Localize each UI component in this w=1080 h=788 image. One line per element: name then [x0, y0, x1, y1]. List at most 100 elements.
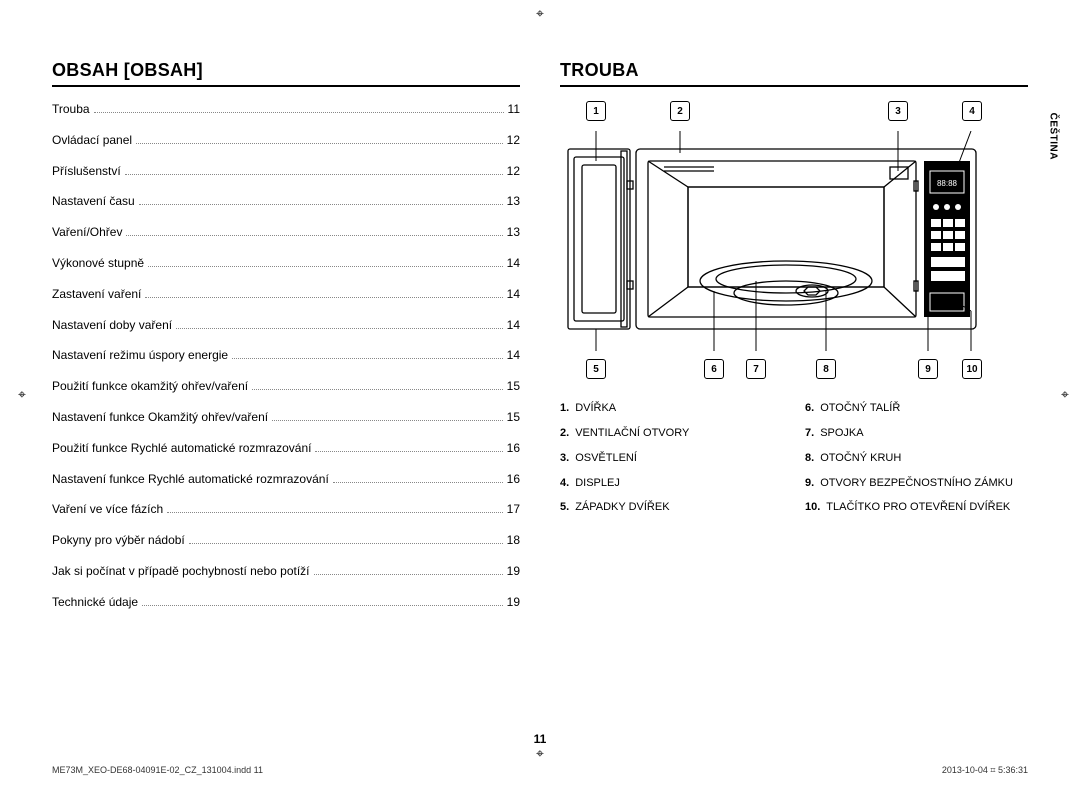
legend-right-col: 6. OTOČNÝ TALÍŘ 7. SPOJKA 8.OTOČNÝ KRUH 9. OTV…: [805, 401, 1028, 525]
toc-leader-dots: [232, 358, 503, 359]
callout-number: 5: [586, 359, 606, 379]
toc-label: Vaření/Ohřev: [52, 224, 122, 241]
toc-label: Pokyny pro výběr nádobí: [52, 532, 185, 549]
svg-text:88:88: 88:88: [937, 179, 958, 188]
legend-text: TLAČÍTKO PRO OTEVŘENÍ DVÍŘEK: [826, 500, 1010, 515]
toc-row: Trouba 11: [52, 101, 520, 118]
legend-text: ZÁPADKY DVÍŘEK: [575, 500, 669, 515]
toc-page-number: 13: [507, 193, 520, 210]
legend-number: 9.: [805, 476, 814, 491]
legend-number: 1.: [560, 401, 569, 416]
toc-leader-dots: [176, 328, 503, 329]
legend-number: 2.: [560, 426, 569, 441]
callout-number: 10: [962, 359, 982, 379]
legend-left-col: 1.DVÍŘKA 2. VENTILAČNÍ OTVORY 3. OSVĚTLENÍ 4.…: [560, 401, 783, 525]
toc-page-number: 14: [507, 347, 520, 364]
legend-item: 1.DVÍŘKA: [560, 401, 783, 416]
toc-row: Nastavení času 13: [52, 193, 520, 210]
legend-item: 10.TLAČÍTKO PRO OTEVŘENÍ DVÍŘEK: [805, 500, 1028, 515]
toc-leader-dots: [142, 605, 503, 606]
legend-text: VENTILAČNÍ OTVORY: [575, 426, 689, 441]
toc-page-number: 15: [507, 409, 520, 426]
toc-row: Vaření/Ohřev 13: [52, 224, 520, 241]
toc-label: Nastavení doby vaření: [52, 317, 172, 334]
legend-item: 3. OSVĚTLENÍ: [560, 451, 783, 466]
toc-leader-dots: [189, 543, 503, 544]
toc-row: Vaření ve více fázích17: [52, 501, 520, 518]
toc-row: Pokyny pro výběr nádobí 18: [52, 532, 520, 549]
crop-mark-icon: ⌖: [533, 746, 547, 760]
legend-number: 7.: [805, 426, 814, 441]
toc-leader-dots: [136, 143, 503, 144]
toc-page-number: 16: [507, 471, 520, 488]
legend-item: 8.OTOČNÝ KRUH: [805, 451, 1028, 466]
toc-leader-dots: [333, 482, 503, 483]
legend-item: 5. ZÁPADKY DVÍŘEK: [560, 500, 783, 515]
callout-number: 4: [962, 101, 982, 121]
toc-label: Příslušenství: [52, 163, 121, 180]
legend-item: 7. SPOJKA: [805, 426, 1028, 441]
callout-number: 3: [888, 101, 908, 121]
legend-text: OTVORY BEZPEČNOSTNÍHO ZÁMKU: [820, 476, 1013, 491]
table-of-contents: Trouba 11 Ovládací panel12 Příslušenství 12 N…: [52, 101, 520, 611]
microwave-diagram-svg: 88:88: [564, 131, 984, 351]
toc-page-number: 18: [507, 532, 520, 549]
toc-leader-dots: [272, 420, 503, 421]
toc-row: Ovládací panel12: [52, 132, 520, 149]
legend-text: DISPLEJ: [575, 476, 620, 491]
contents-column: OBSAH [OBSAH] Trouba11Ovládací panel12Př…: [52, 60, 528, 748]
oven-column: TROUBA 1234: [552, 60, 1028, 748]
toc-row: Nastavení režimu úspory energie 14: [52, 347, 520, 364]
toc-row: Výkonové stupně14: [52, 255, 520, 272]
callout-number: 1: [586, 101, 606, 121]
legend-number: 3.: [560, 451, 569, 466]
toc-row: Technické údaje19: [52, 594, 520, 611]
print-footer: ME73M_XEO-DE68-04091E-02_CZ_131004.indd …: [52, 765, 1028, 776]
toc-leader-dots: [148, 266, 503, 267]
toc-label: Trouba: [52, 101, 90, 118]
toc-page-number: 19: [507, 594, 520, 611]
toc-row: Nastavení funkce Rychlé automatické rozm…: [52, 471, 520, 488]
callout-number: 7: [746, 359, 766, 379]
toc-row: Použití funkce okamžitý ohřev/vaření15: [52, 378, 520, 395]
toc-leader-dots: [314, 574, 503, 575]
toc-label: Nastavení režimu úspory energie: [52, 347, 228, 364]
toc-label: Nastavení funkce Okamžitý ohřev/vaření: [52, 409, 268, 426]
legend-text: OSVĚTLENÍ: [575, 451, 637, 466]
legend-text: OTOČNÝ KRUH: [820, 451, 901, 466]
legend-item: 9. OTVORY BEZPEČNOSTNÍHO ZÁMKU: [805, 476, 1028, 491]
toc-page-number: 12: [507, 132, 520, 149]
callout-number: 2: [670, 101, 690, 121]
toc-label: Použití funkce Rychlé automatické rozmra…: [52, 440, 311, 457]
toc-leader-dots: [126, 235, 502, 236]
legend-number: 6.: [805, 401, 814, 416]
oven-diagram: 1 2 3 4: [564, 101, 984, 381]
toc-label: Zastavení vaření: [52, 286, 141, 303]
crop-mark-icon: ⌖: [15, 387, 29, 401]
legend-item: 6. OTOČNÝ TALÍŘ: [805, 401, 1028, 416]
toc-row: Nastavení doby vaření 14: [52, 317, 520, 334]
language-tab: ČEŠTINA: [1047, 113, 1058, 160]
toc-page-number: 15: [507, 378, 520, 395]
toc-page-number: 19: [507, 563, 520, 580]
toc-label: Nastavení funkce Rychlé automatické rozm…: [52, 471, 329, 488]
legend-number: 5.: [560, 500, 569, 515]
toc-page-number: 14: [507, 255, 520, 272]
toc-leader-dots: [145, 297, 502, 298]
footer-timestamp: 2013-10-04 ⌗ 5:36:31: [942, 765, 1028, 776]
toc-page-number: 11: [508, 101, 520, 118]
callout-number: 8: [816, 359, 836, 379]
toc-leader-dots: [139, 204, 503, 205]
toc-label: Nastavení času: [52, 193, 135, 210]
crop-mark-icon: ⌖: [1058, 387, 1072, 401]
toc-page-number: 14: [507, 317, 520, 334]
legend-text: SPOJKA: [820, 426, 863, 441]
legend-item: 2. VENTILAČNÍ OTVORY: [560, 426, 783, 441]
toc-page-number: 17: [507, 501, 520, 518]
toc-leader-dots: [125, 174, 503, 175]
toc-row: Jak si počínat v případě pochybností neb…: [52, 563, 520, 580]
toc-page-number: 13: [507, 224, 520, 241]
legend-item: 4.DISPLEJ: [560, 476, 783, 491]
toc-row: Nastavení funkce Okamžitý ohřev/vaření 15: [52, 409, 520, 426]
legend-text: OTOČNÝ TALÍŘ: [820, 401, 900, 416]
